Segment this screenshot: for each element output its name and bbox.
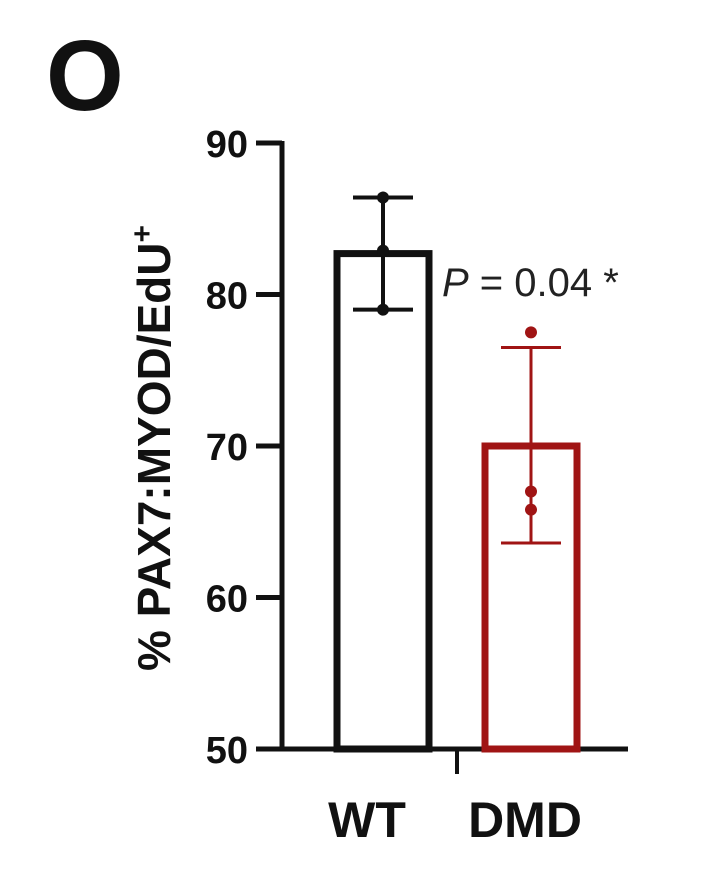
data-point-dmd bbox=[525, 326, 537, 339]
y-tick-label: 50 bbox=[206, 730, 248, 772]
y-tick-label: 60 bbox=[206, 579, 248, 621]
p-value-italic-p: P bbox=[442, 261, 469, 305]
y-axis-label: % PAX7:MYOD/EdU+ bbox=[126, 225, 180, 671]
x-axis-categories: WT DMD bbox=[328, 792, 582, 848]
y-tick-label: 80 bbox=[206, 276, 248, 318]
y-axis-ticks: 50 60 70 80 90 bbox=[206, 124, 282, 772]
data-point-dmd bbox=[525, 503, 537, 516]
p-value-annotation: P = 0.04 * bbox=[442, 261, 619, 305]
panel-letter: O bbox=[46, 20, 124, 132]
data-point-wt bbox=[377, 244, 389, 257]
data-point-dmd bbox=[525, 485, 537, 498]
bars bbox=[333, 250, 581, 753]
x-category-label: DMD bbox=[468, 792, 582, 848]
y-axis-label-text: % PAX7:MYOD/EdU bbox=[128, 242, 180, 671]
y-tick-label: 70 bbox=[206, 427, 248, 469]
bar-wt bbox=[333, 250, 433, 753]
data-point-wt bbox=[377, 191, 389, 204]
y-tick-label: 90 bbox=[206, 124, 248, 166]
data-points bbox=[377, 191, 537, 516]
p-value-text: = 0.04 * bbox=[469, 261, 619, 305]
data-point-wt bbox=[377, 303, 389, 316]
y-axis-label-superscript: + bbox=[126, 225, 159, 243]
x-category-label: WT bbox=[328, 792, 406, 848]
